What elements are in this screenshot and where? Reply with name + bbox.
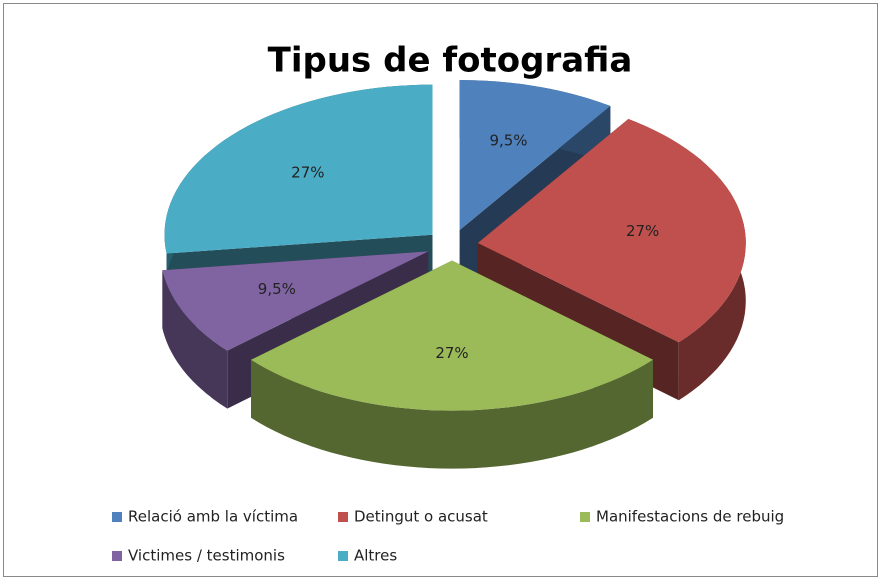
legend-swatch <box>580 512 590 522</box>
pie: 9,5% 27% 27% 9,5% 27% <box>162 80 746 469</box>
legend-label: Altres <box>354 547 397 565</box>
slice <box>162 251 429 351</box>
chart-title: Tipus de fotografia <box>268 41 633 81</box>
legend: Relació amb la víctima Detingut o acusat M… <box>112 508 784 565</box>
legend-label: Victimes / testimonis <box>128 547 285 565</box>
slice <box>477 119 746 343</box>
slice <box>164 84 433 254</box>
slice-wall <box>251 359 653 469</box>
legend-label: Manifestacions de rebuig <box>596 508 784 526</box>
value-label: 9,5% <box>489 132 527 150</box>
value-label: 9,5% <box>258 280 296 298</box>
value-label: 27% <box>435 344 468 362</box>
legend-swatch <box>338 551 348 561</box>
legend-label: Detingut o acusat <box>354 508 488 526</box>
legend-label: Relació amb la víctima <box>128 508 298 526</box>
legend-swatch <box>112 512 122 522</box>
legend-swatch <box>112 551 122 561</box>
value-label: 27% <box>626 222 659 240</box>
slice <box>251 260 653 411</box>
legend-swatch <box>338 512 348 522</box>
slice-wall <box>162 270 228 409</box>
slice <box>459 80 611 231</box>
value-label: 27% <box>291 164 324 182</box>
